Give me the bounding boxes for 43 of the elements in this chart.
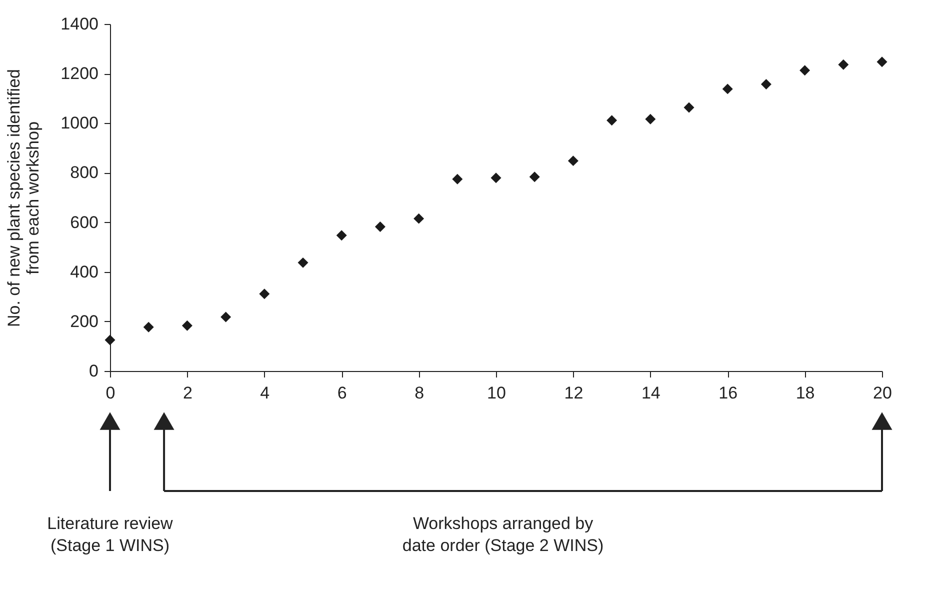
x-tick-label: 0: [106, 384, 116, 402]
y-tick-label: 1000: [60, 114, 98, 133]
point: [452, 174, 463, 184]
y-tick-label: 600: [70, 212, 98, 232]
point: [645, 114, 656, 124]
x-tick-label: 12: [564, 384, 584, 402]
point: [259, 288, 270, 300]
text: Literature review (Stage 1 WINS): [47, 514, 174, 555]
point: [760, 78, 772, 90]
y-tick-label: 200: [70, 312, 98, 331]
point: [414, 213, 424, 224]
point: [684, 102, 694, 113]
point: [104, 334, 116, 346]
point: [490, 172, 502, 184]
x-tick-label: 16: [718, 384, 738, 402]
point: [722, 84, 733, 94]
x-tick-label: 10: [487, 384, 506, 402]
x-tick-label: 20: [873, 384, 892, 402]
x-tick-label: 6: [337, 384, 347, 402]
point: [220, 312, 232, 322]
y-tick-label: 0: [89, 362, 98, 380]
x-tick-label: 4: [260, 384, 270, 402]
x-tick-label: 14: [641, 384, 660, 402]
y-tick-label: 1200: [60, 64, 98, 84]
point: [529, 172, 540, 182]
y-axis-title: No. of new plant species identified from each workshop: [4, 69, 43, 327]
y-tick-label: 1400: [60, 14, 98, 34]
point: [143, 322, 154, 332]
point: [336, 230, 347, 241]
point: [606, 115, 618, 126]
point: [568, 156, 578, 166]
point: [374, 222, 386, 232]
x-tick-label: 2: [182, 384, 192, 402]
point: [876, 56, 888, 68]
point: [182, 320, 192, 331]
y-tick-label: 800: [70, 163, 98, 182]
text: Workshops arranged by date order (Stage 2 WINS): [402, 514, 604, 555]
y-tick-label: 400: [70, 262, 98, 282]
x-tick-label: 18: [796, 384, 815, 402]
point: [298, 257, 308, 268]
point: [800, 65, 810, 76]
point: [838, 59, 849, 70]
x-tick-label: 8: [414, 384, 424, 402]
